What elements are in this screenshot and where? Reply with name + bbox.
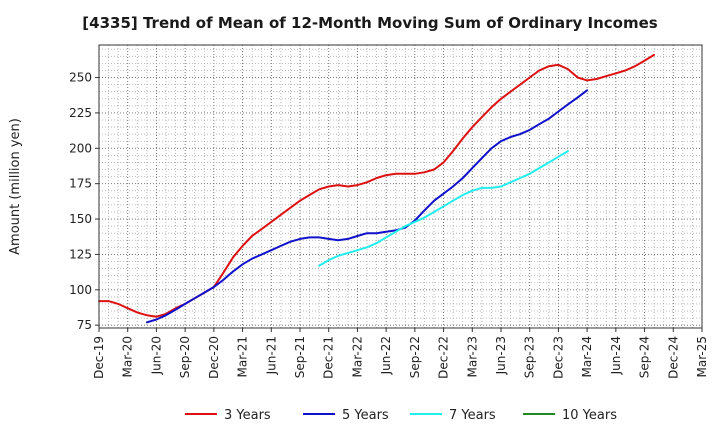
legend: 3 Years 5 Years 7 Years 10 Years bbox=[185, 408, 617, 423]
x-tick-label: Mar-23 bbox=[465, 336, 479, 377]
series-line-3-years bbox=[98, 53, 655, 318]
x-tick-label: Jun-24 bbox=[609, 336, 623, 375]
x-axis-ticks: Dec-19 Mar-20 Jun-20 Sep-20 Dec-20 Mar-21 Jun-… bbox=[92, 328, 709, 379]
x-tick-label: Sep-24 bbox=[638, 336, 652, 378]
x-tick-label: Dec-21 bbox=[322, 336, 336, 379]
y-tick-label: 200 bbox=[69, 141, 92, 155]
x-tick-label: Sep-23 bbox=[523, 336, 537, 378]
y-tick-label: 100 bbox=[69, 283, 92, 297]
x-tick-label: Jun-21 bbox=[264, 336, 278, 375]
x-tick-label: Jun-20 bbox=[149, 336, 163, 375]
legend-label: 3 Years bbox=[224, 408, 271, 423]
y-tick-label: 125 bbox=[69, 247, 92, 261]
y-tick-label: 175 bbox=[69, 177, 92, 191]
x-tick-label: Mar-25 bbox=[695, 336, 709, 377]
x-tick-label: Jun-23 bbox=[494, 336, 508, 375]
legend-label: 10 Years bbox=[562, 408, 617, 423]
x-tick-label: Dec-20 bbox=[207, 336, 221, 379]
y-tick-label: 75 bbox=[77, 318, 92, 332]
grid-lines bbox=[98, 45, 703, 328]
x-tick-label: Jun-22 bbox=[379, 336, 393, 375]
x-tick-label: Dec-19 bbox=[92, 336, 106, 379]
y-axis-ticks: 75 100 125 150 175 200 225 250 bbox=[69, 71, 99, 332]
y-tick-label: 150 bbox=[69, 212, 92, 226]
x-tick-label: Sep-22 bbox=[408, 336, 422, 378]
series-line-5-years bbox=[146, 89, 589, 324]
x-tick-label: Sep-20 bbox=[178, 336, 192, 378]
legend-label: 5 Years bbox=[342, 408, 389, 423]
legend-label: 7 Years bbox=[449, 408, 496, 423]
chart-title: [4335] Trend of Mean of 12-Month Moving … bbox=[82, 14, 657, 32]
x-tick-label: Dec-23 bbox=[551, 336, 565, 379]
x-tick-label: Sep-21 bbox=[293, 336, 307, 378]
plot-frame bbox=[98, 44, 703, 329]
y-tick-label: 250 bbox=[69, 71, 92, 85]
series-line-7-years bbox=[318, 150, 569, 267]
y-axis-label: Amount (million yen) bbox=[8, 118, 23, 255]
x-tick-label: Mar-24 bbox=[580, 336, 594, 377]
x-tick-label: Dec-24 bbox=[666, 336, 680, 379]
series-layer bbox=[98, 53, 655, 324]
x-tick-label: Dec-22 bbox=[437, 336, 451, 379]
x-tick-label: Mar-21 bbox=[236, 336, 250, 377]
y-tick-label: 225 bbox=[69, 106, 92, 120]
x-tick-label: Mar-20 bbox=[121, 336, 135, 377]
x-tick-label: Mar-22 bbox=[350, 336, 364, 377]
